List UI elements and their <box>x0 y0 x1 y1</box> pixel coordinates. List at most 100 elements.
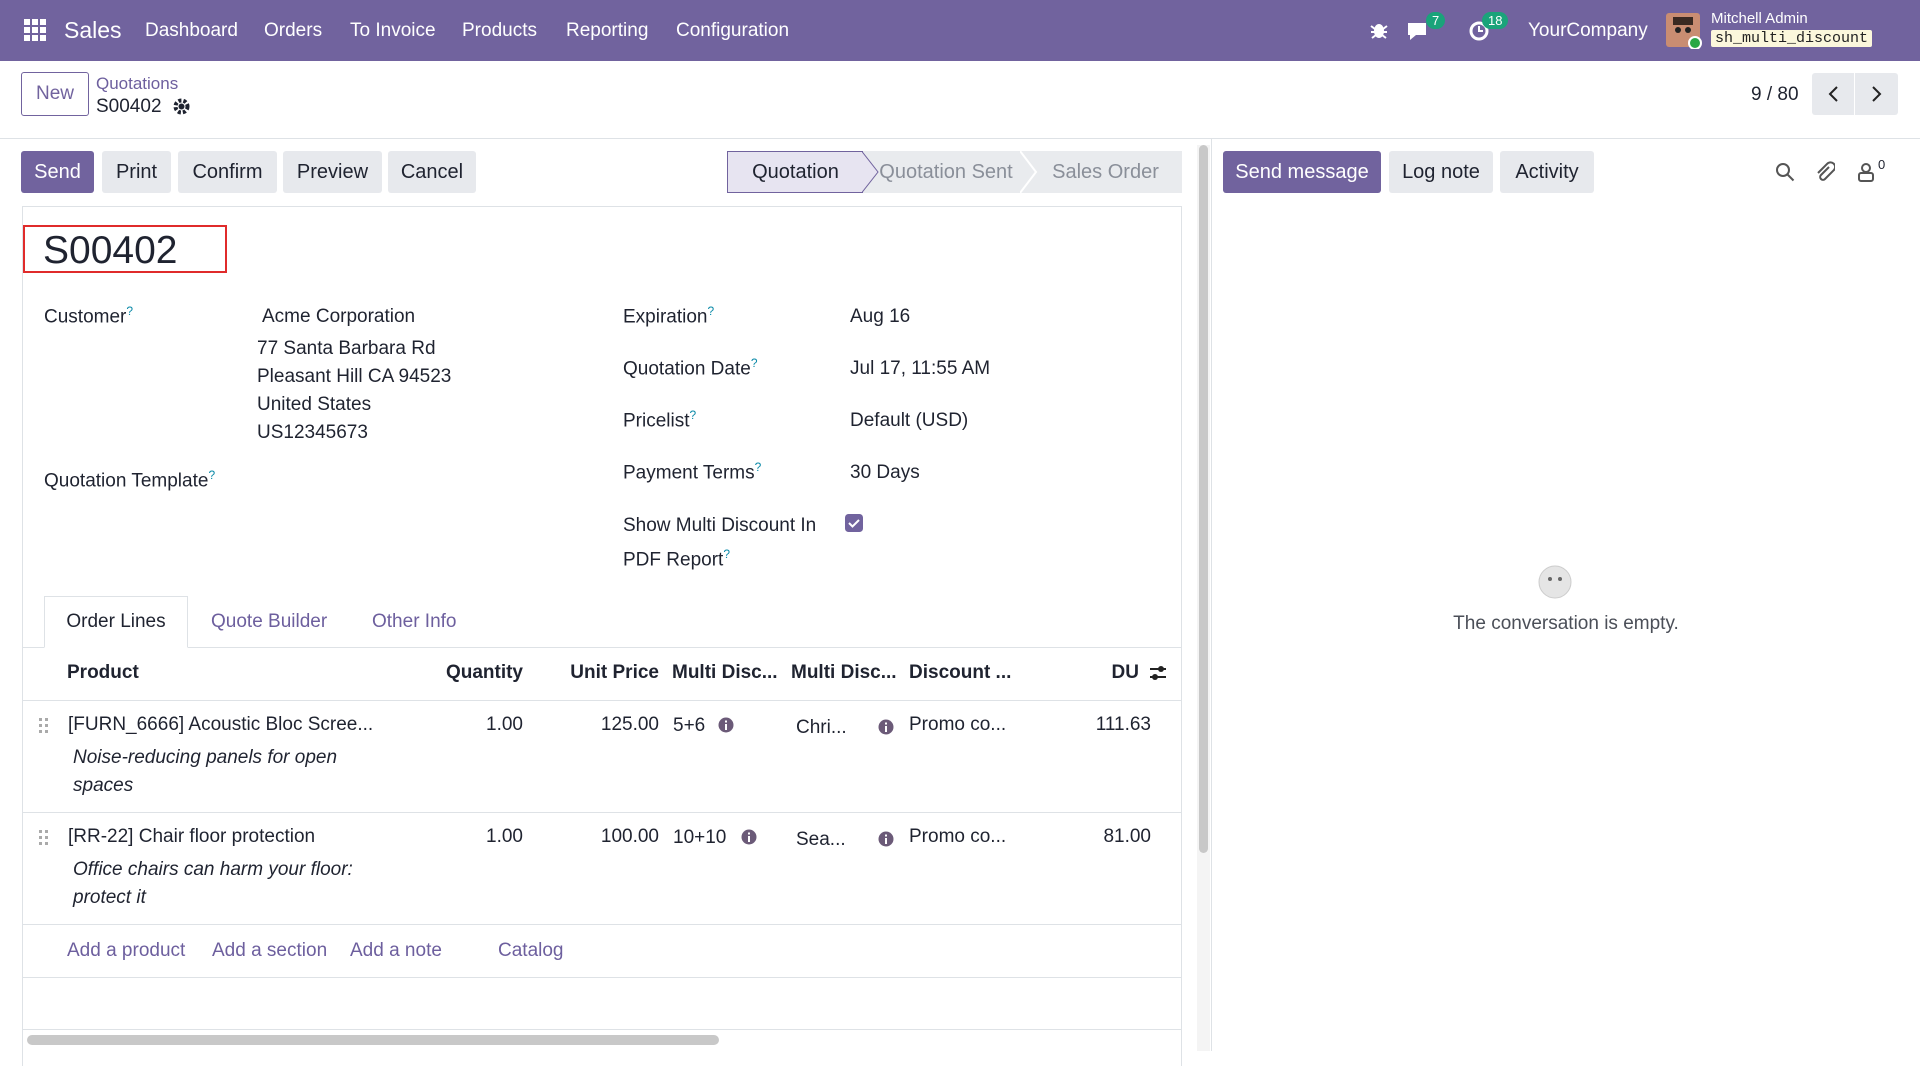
unit-price[interactable]: 100.00 <box>600 826 659 847</box>
field-label: Show Multi Discount In PDF Report? <box>623 512 838 574</box>
product[interactable]: [FURN_6666] Acoustic Bloc Scree... <box>68 714 374 735</box>
label-text: Expiration <box>623 306 708 328</box>
quantity[interactable]: 1.00 <box>486 826 523 847</box>
add-note[interactable]: Add a note <box>350 940 442 961</box>
app-name[interactable]: Sales <box>64 17 122 43</box>
tab[interactable]: Other Info <box>372 611 457 632</box>
messages-icon[interactable] <box>1405 20 1429 42</box>
optional-columns-icon[interactable] <box>1148 664 1168 682</box>
quantity[interactable]: 1.00 <box>486 714 523 735</box>
activity-icon[interactable] <box>1468 20 1490 42</box>
empty-conversation: The conversation is empty. <box>1453 613 1679 634</box>
menu-item[interactable]: Products <box>462 20 537 41</box>
log-note-button[interactable]: Log note <box>1389 151 1493 193</box>
settings-icon[interactable] <box>173 98 190 115</box>
column-header[interactable]: DU <box>1111 662 1139 683</box>
followers-icon[interactable] <box>1857 162 1875 182</box>
help-icon[interactable]: ? <box>689 408 697 422</box>
drag-handle[interactable] <box>38 717 50 735</box>
user-avatar[interactable] <box>1666 13 1702 49</box>
customer-name[interactable]: Acme Corporation <box>262 306 416 327</box>
add-product[interactable]: Add a product <box>67 940 186 961</box>
column-header[interactable]: Product <box>67 662 139 683</box>
send-button[interactable]: Send <box>21 151 94 193</box>
cancel-button[interactable]: Cancel <box>388 151 476 193</box>
help-icon[interactable]: ? <box>723 547 730 561</box>
menu-item[interactable]: Dashboard <box>145 20 238 41</box>
info-icon[interactable] <box>878 831 894 847</box>
field-value[interactable]: 30 Days <box>850 462 920 483</box>
message-counter: 7 <box>1426 12 1446 29</box>
discount[interactable]: Promo co... <box>909 714 1007 735</box>
pdf-checkbox[interactable] <box>845 514 863 532</box>
info-icon[interactable] <box>741 829 757 845</box>
info-icon[interactable] <box>878 719 894 735</box>
help-icon[interactable]: ? <box>126 304 134 318</box>
help-icon[interactable]: ? <box>707 304 715 318</box>
vertical-scrollbar[interactable] <box>1199 145 1208 853</box>
multi-discount-name[interactable]: Sea... <box>796 829 846 850</box>
send-message-button[interactable]: Send message <box>1223 151 1381 193</box>
column-header[interactable]: Unit Price <box>570 662 659 683</box>
separator <box>22 924 1182 925</box>
breadcrumb-current: S00402 <box>96 96 162 117</box>
chatter-divider <box>1211 139 1212 1051</box>
debug-icon[interactable] <box>1370 20 1388 40</box>
form-sheet <box>22 206 1182 1066</box>
add-section[interactable]: Add a section <box>212 940 328 961</box>
preview-button[interactable]: Preview <box>283 151 382 193</box>
horizontal-scrollbar[interactable] <box>27 1035 719 1045</box>
menu-item[interactable]: Configuration <box>676 20 790 41</box>
field-value[interactable]: Jul 17, 11:55 AM <box>850 358 991 379</box>
drag-handle[interactable] <box>38 829 50 847</box>
confirm-button[interactable]: Confirm <box>178 151 277 193</box>
new-button[interactable]: New <box>21 72 89 116</box>
multi-discount[interactable]: 5+6 <box>673 715 706 736</box>
status-stage-active[interactable]: Quotation <box>727 151 863 193</box>
info-icon[interactable] <box>718 717 734 733</box>
empty-icon <box>1538 565 1572 599</box>
status-stage[interactable]: Sales Order <box>1029 151 1182 193</box>
search-icon[interactable] <box>1775 162 1795 182</box>
column-header[interactable]: Multi Disc... <box>672 662 778 683</box>
company-switcher[interactable]: YourCompany <box>1528 20 1648 41</box>
separator <box>22 977 1182 978</box>
field-label: Pricelist? <box>623 408 696 432</box>
customer-address: 77 Santa Barbara Rd <box>257 338 436 359</box>
pager-previous[interactable] <box>1826 86 1842 102</box>
field-label: Quotation Template? <box>44 468 215 492</box>
unit-price[interactable]: 125.00 <box>600 714 659 735</box>
multi-discount[interactable]: 10+10 <box>673 827 727 848</box>
tab[interactable]: Quote Builder <box>211 611 328 632</box>
column-header[interactable]: Discount ... <box>909 662 1012 683</box>
tab-active[interactable]: Order Lines <box>44 596 188 648</box>
column-header[interactable]: Multi Disc... <box>791 662 897 683</box>
separator <box>22 1029 1182 1030</box>
separator <box>22 647 1182 648</box>
pager-next[interactable] <box>1868 86 1884 102</box>
breadcrumb-parent[interactable]: Quotations <box>96 74 179 93</box>
menu-item[interactable]: To Invoice <box>350 20 436 41</box>
follower-count: 0 <box>1878 157 1886 172</box>
help-icon[interactable]: ? <box>754 460 762 474</box>
column-header[interactable]: Quantity <box>445 662 523 683</box>
print-button[interactable]: Print <box>102 151 171 193</box>
activity-button[interactable]: Activity <box>1500 151 1594 193</box>
discount[interactable]: Promo co... <box>909 826 1007 847</box>
catalog[interactable]: Catalog <box>498 940 564 961</box>
status-stage[interactable]: Quotation Sent <box>863 151 1029 193</box>
apps-icon[interactable] <box>24 19 46 41</box>
separator <box>22 700 1182 701</box>
attachment-icon[interactable] <box>1815 161 1835 183</box>
multi-discount-name[interactable]: Chri... <box>796 717 847 738</box>
help-icon[interactable]: ? <box>208 468 216 482</box>
product[interactable]: [RR-22] Chair floor protection <box>68 826 316 847</box>
help-icon[interactable]: ? <box>750 356 758 370</box>
subtotal: 111.63 <box>1095 714 1151 735</box>
field-value[interactable]: Default (USD) <box>850 410 969 431</box>
field-value[interactable]: Aug 16 <box>850 306 911 327</box>
pager: 9 / 80 <box>1751 84 1799 105</box>
menu-item[interactable]: Orders <box>264 20 323 41</box>
menu-item[interactable]: Reporting <box>566 20 649 41</box>
